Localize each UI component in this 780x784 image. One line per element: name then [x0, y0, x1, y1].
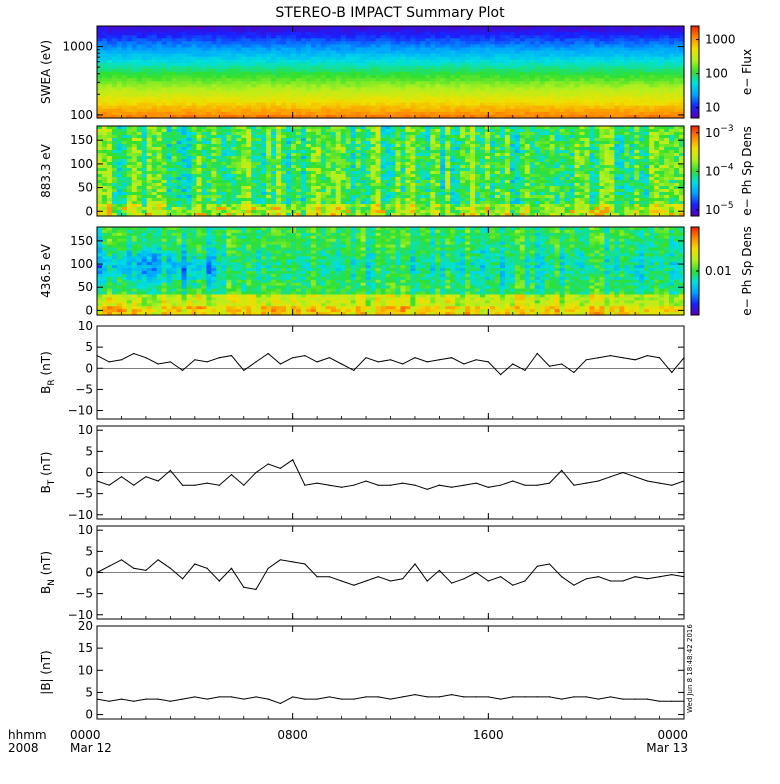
colorbar-label: e− Flux [740, 49, 754, 95]
chart-title: STEREO-B IMPACT Summary Plot [275, 5, 505, 21]
heatmap-pad883 [97, 126, 685, 217]
y-axis-label-swea: SWEA (eV) [39, 40, 53, 104]
timestamp-label: Wed Jun 8 18:48:42 2016 [686, 624, 694, 713]
colorbar-tick-label: 1000 [705, 33, 736, 47]
colorbar-tick-label: 10 [705, 101, 720, 115]
heatmap-swea [97, 26, 685, 119]
colorbar-tick-label: 100 [705, 67, 728, 81]
panel-swea: 10 100 1000 e− Flux 100 1000 SWEA (eV) [39, 26, 754, 122]
x-axis-row2-label: 2008 [8, 741, 39, 755]
y-tick-label: 1000 [62, 40, 93, 54]
x-axis-row1-label: hhmm [8, 728, 47, 742]
y-tick-label: 100 [70, 108, 93, 122]
